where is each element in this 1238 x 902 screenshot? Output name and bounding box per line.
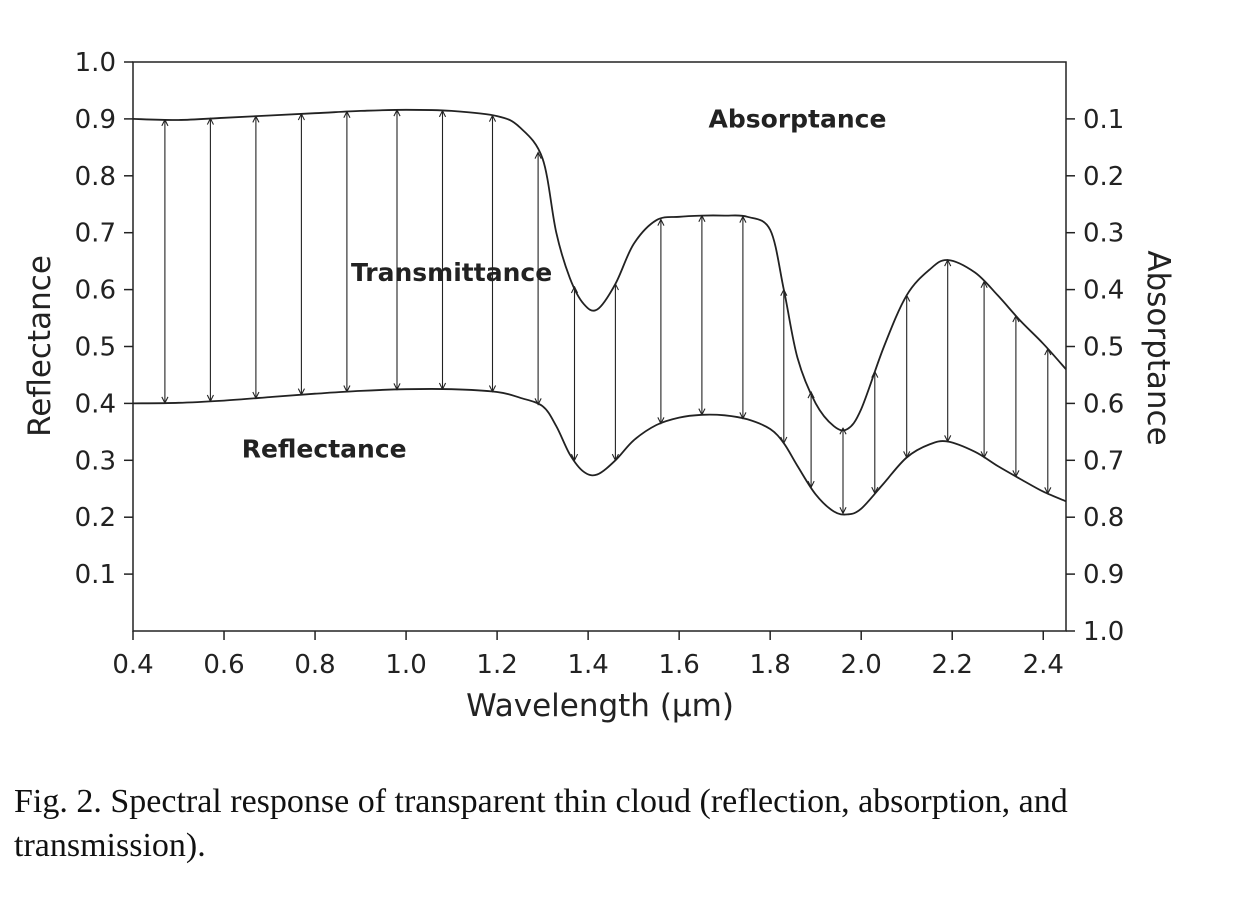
y-tick-label: 0.6 <box>75 276 116 306</box>
x-axis-title: Wavelength (μm) <box>466 688 734 724</box>
annotations-layer: Absorptance Transmittance Reflectance <box>242 104 887 463</box>
y-tick-label: 0.3 <box>75 446 116 476</box>
y-axis-ticks: 0.1 0.2 0.3 0.4 0.5 0.6 0.7 0.8 0.9 1.0 <box>75 48 133 590</box>
y2-axis-title: Absorptance <box>1140 250 1176 445</box>
spectral-response-chart: 0.4 0.6 0.8 1.0 1.2 1.4 1.6 1.8 2.0 2.2 2.4 0.1 0.2… <box>22 48 1176 724</box>
y-tick-label: 0.2 <box>75 503 116 533</box>
y2-tick-label: 0.7 <box>1083 446 1124 476</box>
lower-curve <box>132 388 1067 516</box>
y-tick-label: 0.5 <box>75 333 116 363</box>
x-tick-label: 2.2 <box>932 650 973 680</box>
figure-caption: Fig. 2. Spectral response of transparent… <box>14 783 1068 864</box>
x-tick-label: 2.4 <box>1023 650 1064 680</box>
plot-frame <box>132 61 1067 632</box>
region-label: Transmittance <box>351 258 552 287</box>
y2-tick-label: 0.8 <box>1083 503 1124 533</box>
region-label: Absorptance <box>709 104 887 133</box>
y2-tick-label: 0.3 <box>1083 219 1124 249</box>
y-tick-label: 1.0 <box>75 48 116 78</box>
x-tick-label: 1.0 <box>385 650 426 680</box>
x-tick-label: 1.8 <box>749 650 790 680</box>
x-tick-label: 0.4 <box>112 650 153 680</box>
x-tick-label: 1.2 <box>476 650 517 680</box>
x-tick-label: 0.6 <box>203 650 244 680</box>
y2-tick-label: 0.5 <box>1083 333 1124 363</box>
y2-tick-label: 0.4 <box>1083 276 1124 306</box>
y2-tick-label: 0.9 <box>1083 560 1124 590</box>
y2-axis-ticks: 0.1 0.2 0.3 0.4 0.5 0.6 0.7 0.8 0.9 1.0 <box>1066 105 1124 647</box>
x-tick-label: 1.6 <box>658 650 699 680</box>
y-tick-label: 0.4 <box>75 389 116 419</box>
arrows-layer <box>165 110 1048 513</box>
y-tick-label: 0.8 <box>75 162 116 192</box>
y2-tick-label: 0.6 <box>1083 389 1124 419</box>
region-label: Reflectance <box>242 434 407 463</box>
y2-tick-label: 0.1 <box>1083 105 1124 135</box>
y2-tick-label: 1.0 <box>1083 617 1124 647</box>
y-tick-label: 0.1 <box>75 560 116 590</box>
y-axis-title: Reflectance <box>22 255 58 437</box>
upper-curve <box>132 108 1067 432</box>
y-tick-label: 0.9 <box>75 105 116 135</box>
x-axis-ticks: 0.4 0.6 0.8 1.0 1.2 1.4 1.6 1.8 2.0 2.2 2.4 <box>112 631 1064 680</box>
x-tick-label: 0.8 <box>294 650 335 680</box>
x-tick-label: 1.4 <box>567 650 608 680</box>
x-tick-label: 2.0 <box>841 650 882 680</box>
y2-tick-label: 0.2 <box>1083 162 1124 192</box>
y-tick-label: 0.7 <box>75 219 116 249</box>
curves-layer <box>132 108 1067 516</box>
